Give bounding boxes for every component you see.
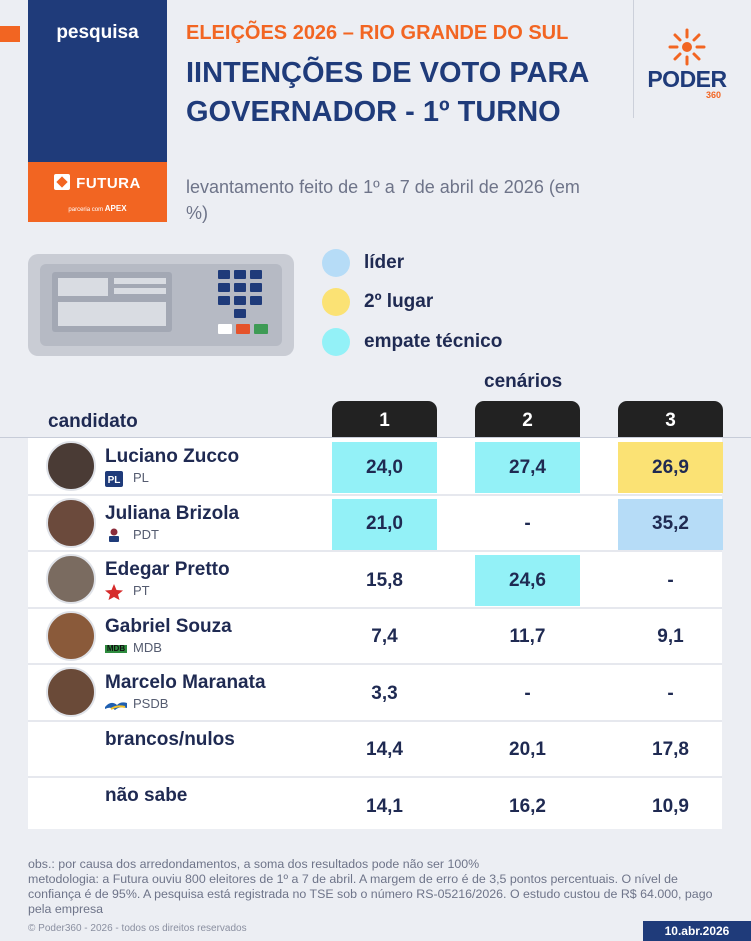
scenario-1-value: 15,8 <box>366 569 403 591</box>
pl-logo-icon: PL <box>105 470 123 487</box>
legend-swatch <box>322 288 350 316</box>
candidate-name: Edegar Pretto <box>105 559 230 580</box>
row-divider <box>28 663 722 665</box>
psdb-logo-icon <box>105 701 127 710</box>
party-name: PDT <box>133 526 159 542</box>
scenario-3-value: - <box>667 682 674 704</box>
party-name: MDB <box>133 639 162 655</box>
futura-logo-block: FUTURA parceria com APEX <box>28 162 167 222</box>
scenario-2-value: 11,7 <box>509 626 546 647</box>
legend-label: empate técnico <box>364 331 503 352</box>
kicker: ELEIÇÕES 2026 – RIO GRANDE DO SUL <box>186 22 569 44</box>
notes-rounding: obs.: por causa dos arredondamentos, a s… <box>28 857 480 871</box>
candidate-header: candidato <box>48 411 138 432</box>
futura-logo-icon <box>54 174 71 190</box>
pt-logo-icon <box>105 583 123 600</box>
legend-swatch <box>322 328 350 356</box>
scenario-3-value: 17,8 <box>652 739 689 760</box>
legend-label: líder <box>364 252 405 273</box>
page-title: IINTENÇÕES DE VOTO PARA GOVERNADOR - 1º … <box>186 57 589 128</box>
party-name: PT <box>133 583 150 598</box>
scenario-2-value: 16,2 <box>509 795 546 817</box>
row-divider <box>28 606 722 609</box>
table-row: Luciano Zucco PL PL 24,0 27,4 26,9 <box>0 438 751 495</box>
candidate-name: Luciano Zucco <box>105 446 240 467</box>
scenario-3-value: 26,9 <box>618 442 723 493</box>
table-row: Marcelo Maranata PSDB 3,3 - - <box>0 664 751 721</box>
scenario-2-value: - <box>524 513 531 534</box>
notes: obs.: por causa dos arredondamentos, a s… <box>28 857 728 917</box>
scenario-1-value: 14,1 <box>366 795 403 817</box>
accent-mark <box>0 26 20 42</box>
scenario-2-value: 20,1 <box>509 739 546 760</box>
table-row: Gabriel Souza MDB MDB 7,4 11,7 9,1 <box>0 608 751 665</box>
scenario-2-value: 24,6 <box>475 555 580 606</box>
pdt-logo-icon <box>109 528 119 543</box>
scenario-2-value: - <box>524 682 531 704</box>
legend-label: 2º lugar <box>364 291 434 312</box>
scenario-3-value: - <box>667 569 674 591</box>
candidate-photo <box>46 667 96 717</box>
row-divider <box>28 493 722 496</box>
scenario-2-header: 2 <box>475 401 580 438</box>
legend-swatch <box>322 249 350 277</box>
scenarios-title: cenários <box>484 371 563 392</box>
party-name: PSDB <box>133 696 169 711</box>
scenario-3-value: 35,2 <box>618 498 723 550</box>
pesquisa-badge: pesquisa FUTURA parceria com APEX <box>28 0 167 222</box>
publish-date: 10.abr.2026 <box>643 921 751 941</box>
scenario-3-value: 9,1 <box>657 626 684 647</box>
table-row: Juliana Brizola PDT 21,0 - 35,2 <box>0 495 751 552</box>
notes-methodology: metodologia: a Futura ouviu 800 eleitore… <box>28 872 713 916</box>
scenario-1-value: 21,0 <box>332 498 437 550</box>
page-subtitle: levantamento feito de 1º a 7 de abril de… <box>186 177 580 223</box>
candidate-photo <box>46 497 96 548</box>
header-rule <box>0 437 751 438</box>
poder360-suffix: 360 <box>706 90 722 100</box>
candidate-name: Juliana Brizola <box>105 502 240 524</box>
candidate-name: Gabriel Souza <box>105 615 232 637</box>
poder360-sun-icon <box>668 28 706 66</box>
svg-text:MDB: MDB <box>107 644 125 653</box>
table-row: Edegar Pretto PT 15,8 24,6 - <box>0 551 751 608</box>
party-name: PL <box>133 470 149 485</box>
pesquisa-label: pesquisa <box>56 22 139 43</box>
mdb-logo-icon: MDB <box>105 644 127 654</box>
scenario-1-value: 24,0 <box>332 442 437 493</box>
row-divider <box>28 776 722 778</box>
candidate-photo <box>46 610 96 661</box>
scenario-1-value: 14,4 <box>366 739 403 760</box>
futura-label: FUTURA <box>76 175 141 192</box>
candidate-name: não sabe <box>105 785 188 806</box>
header-divider <box>633 0 634 118</box>
row-divider <box>28 719 722 722</box>
scenario-2-value: 27,4 <box>475 442 580 493</box>
table-row: brancos/nulos 14,4 20,1 17,8 <box>0 721 751 778</box>
voting-machine-icon <box>28 254 294 356</box>
candidate-name: brancos/nulos <box>105 728 235 750</box>
candidate-name: Marcelo Maranata <box>105 672 266 693</box>
poder360-logo: PODER <box>647 66 727 92</box>
party-label: PL PL <box>105 470 149 487</box>
copyright: © Poder360 - 2026 - todos os direitos re… <box>28 923 247 934</box>
candidate-photo <box>46 554 96 604</box>
scenario-1-value: 3,3 <box>371 682 398 704</box>
svg-text:PL: PL <box>108 475 121 486</box>
futura-partner: parceria com APEX <box>68 204 127 213</box>
party-label: MDB MDB <box>105 640 162 657</box>
row-divider <box>28 550 722 552</box>
party-label: PDT <box>105 527 159 544</box>
table-row: não sabe 14,1 16,2 10,9 <box>0 777 751 834</box>
candidate-photo <box>46 441 96 491</box>
scenario-1-value: 7,4 <box>371 626 398 647</box>
scenario-3-value: 10,9 <box>652 795 689 817</box>
party-label: PT <box>105 583 150 600</box>
scenario-1-header: 1 <box>332 401 437 438</box>
scenario-3-header: 3 <box>618 401 723 438</box>
party-label: PSDB <box>105 696 168 713</box>
